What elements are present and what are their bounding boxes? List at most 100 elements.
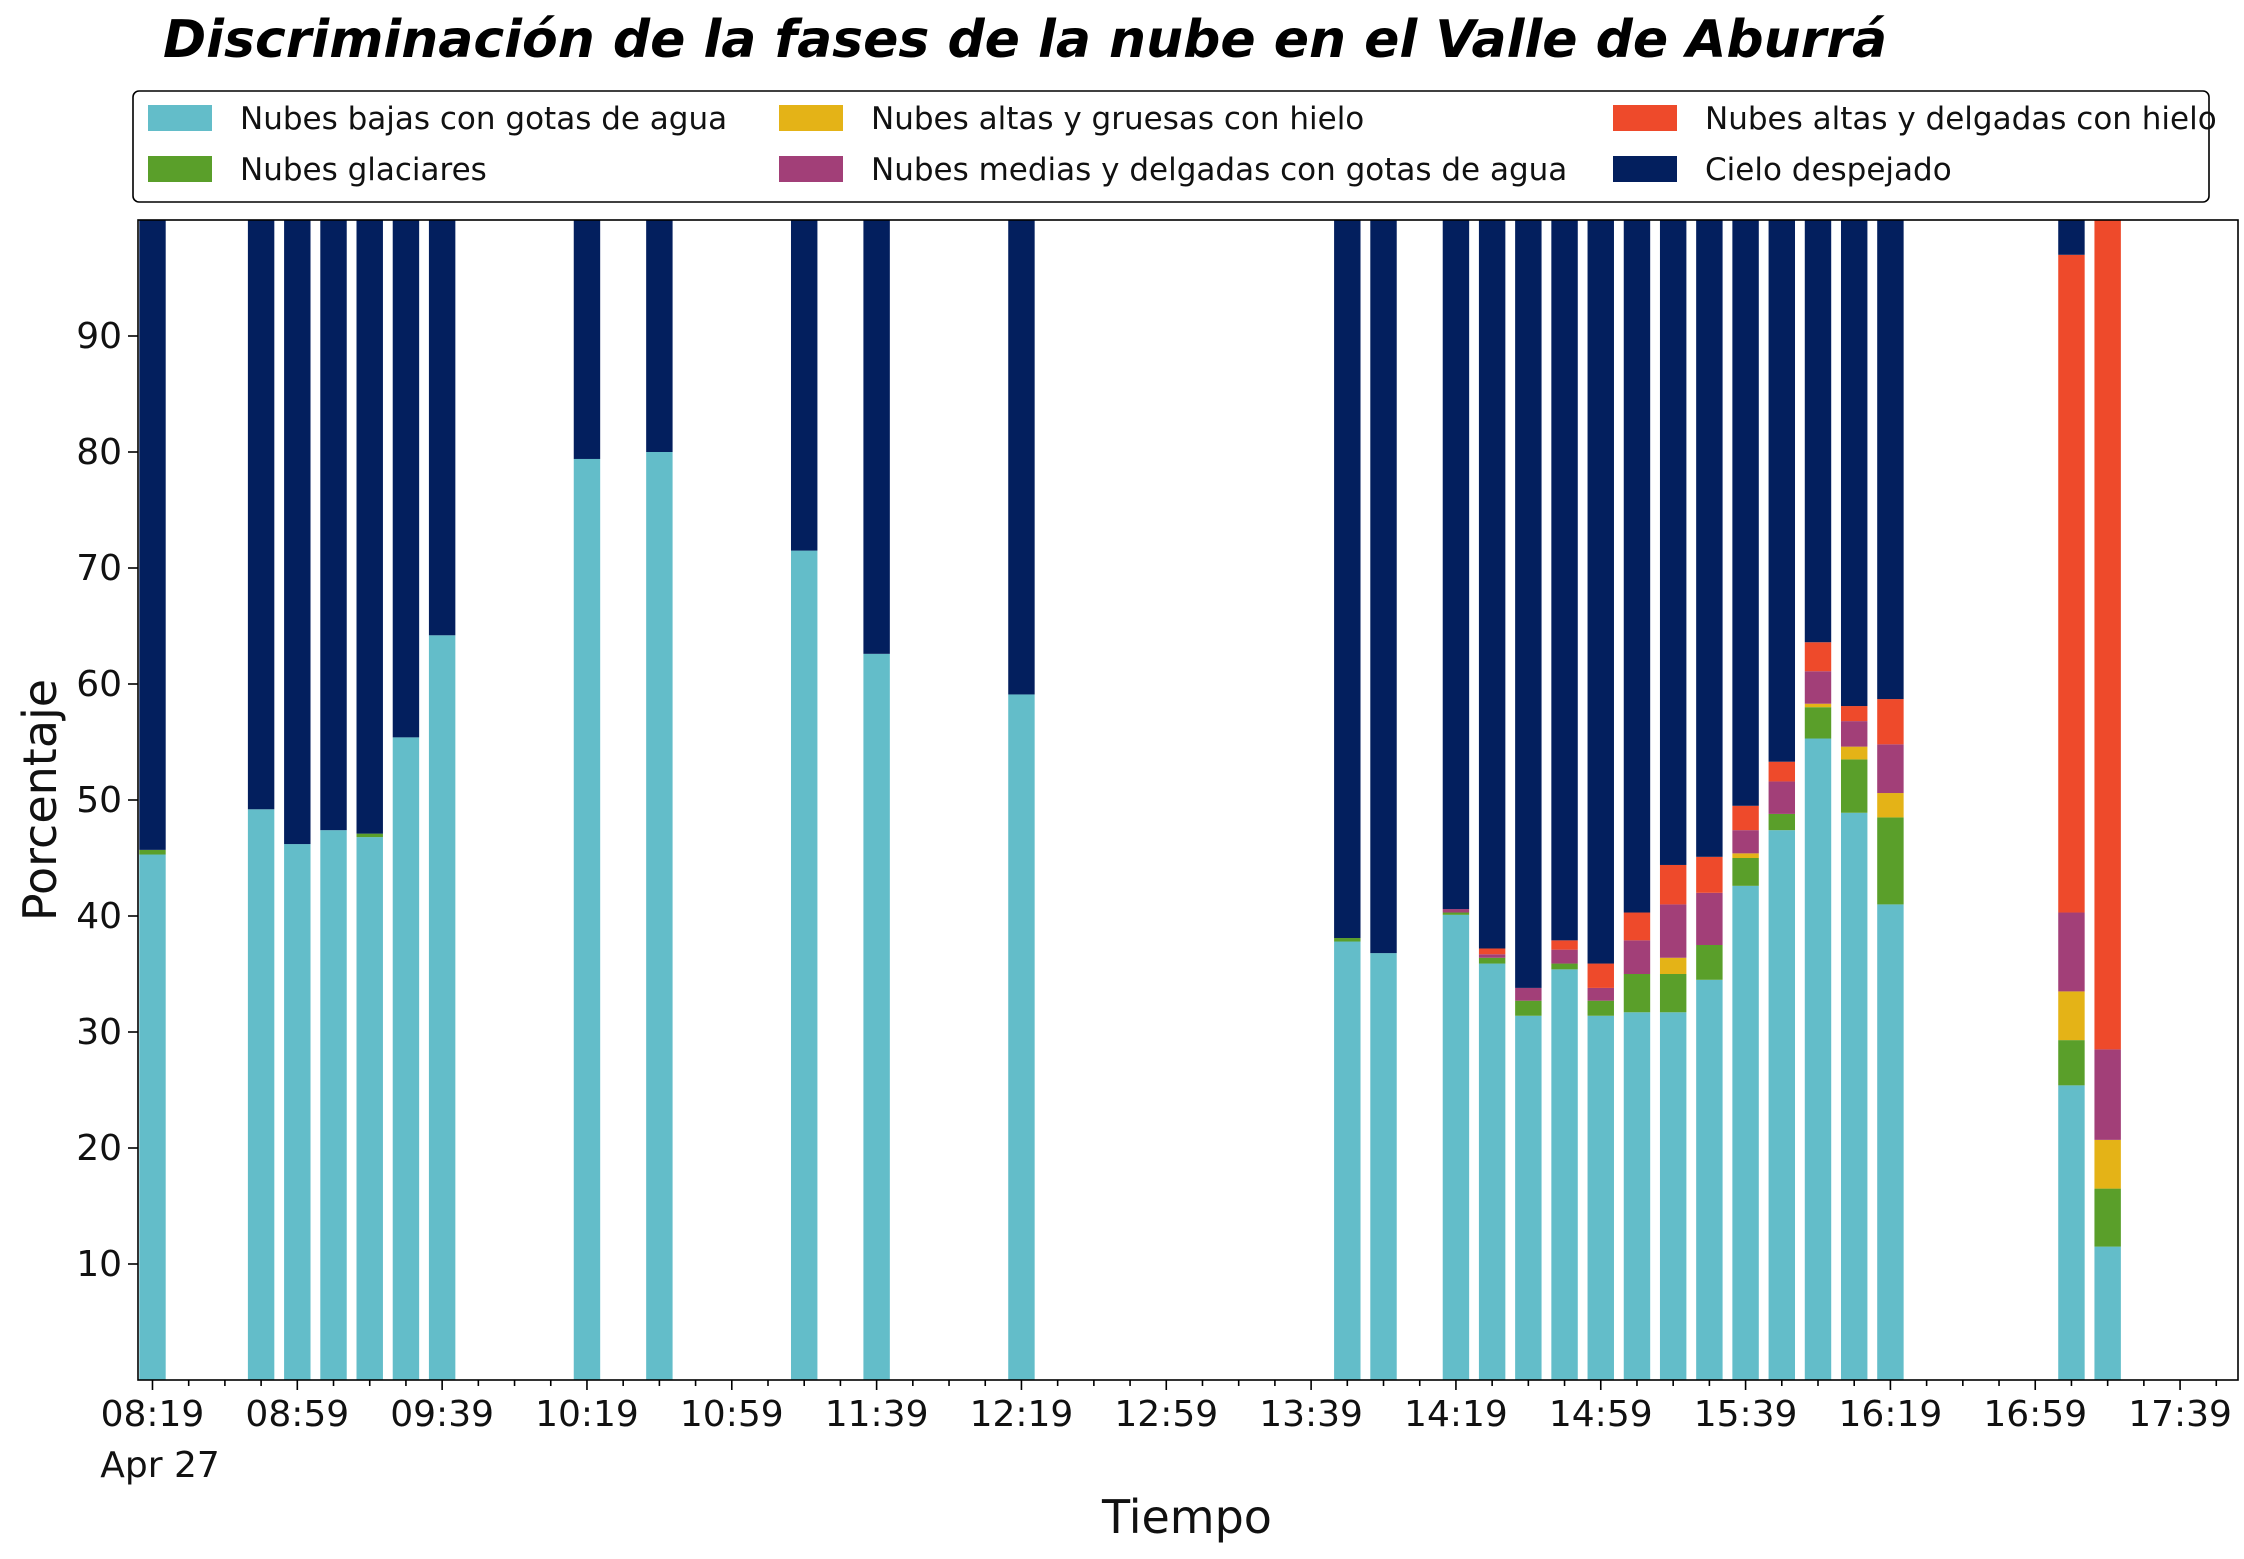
legend-swatch: [779, 105, 843, 131]
bar-stack-1549: [1768, 220, 1796, 1380]
bar-nubes-glaciares: [1515, 1000, 1542, 1016]
x-tick-label: 13:39: [1259, 1394, 1363, 1435]
y-tick-label: 10: [76, 1244, 122, 1285]
bar-nubes-altas-y-delgadas-con-hielo: [1587, 963, 1614, 988]
bar-nubes-bajas-con-gotas-de-agua: [1334, 941, 1361, 1380]
y-tick-label: 40: [76, 896, 122, 937]
bar-nubes-medias-y-delgadas-con-gotas-de-agua: [1623, 940, 1651, 974]
bar-nubes-bajas-con-gotas-de-agua: [1804, 738, 1832, 1380]
bar-cielo-despejado: [2058, 220, 2085, 255]
bar-nubes-bajas-con-gotas-de-agua: [2058, 1085, 2085, 1380]
bar-nubes-glaciares: [139, 849, 166, 855]
bar-nubes-glaciares: [1804, 707, 1832, 739]
bar-nubes-bajas-con-gotas-de-agua: [1840, 812, 1868, 1380]
bar-nubes-glaciares: [1696, 945, 1723, 980]
y-tick-label: 30: [76, 1012, 122, 1053]
bar-nubes-bajas-con-gotas-de-agua: [356, 837, 383, 1380]
bar-nubes-altas-y-gruesas-con-hielo: [1732, 853, 1759, 858]
bar-nubes-altas-y-delgadas-con-hielo: [1840, 706, 1868, 722]
bar-nubes-altas-y-gruesas-con-hielo: [2058, 991, 2085, 1041]
bar-nubes-altas-y-delgadas-con-hielo: [2094, 220, 2121, 1050]
bar-cielo-despejado: [1008, 220, 1035, 695]
bar-nubes-bajas-con-gotas-de-agua: [1008, 694, 1035, 1380]
bar-nubes-glaciares: [1877, 817, 1904, 905]
bar-nubes-altas-y-delgadas-con-hielo: [1804, 642, 1832, 672]
bar-cielo-despejado: [1768, 220, 1796, 762]
bar-nubes-medias-y-delgadas-con-gotas-de-agua: [2094, 1049, 2121, 1140]
bar-stack-0819: [139, 220, 166, 1380]
y-tick-label: 80: [76, 432, 122, 473]
y-tick-label: 90: [76, 316, 122, 357]
bar-stack-1419: [1442, 220, 1470, 1380]
bar-nubes-bajas-con-gotas-de-agua: [428, 635, 456, 1380]
bar-nubes-bajas-con-gotas-de-agua: [1877, 904, 1904, 1380]
bar-nubes-medias-y-delgadas-con-gotas-de-agua: [1732, 830, 1759, 854]
bar-nubes-glaciares: [1551, 963, 1578, 970]
x-tick-label: 17:39: [2128, 1394, 2232, 1435]
bar-nubes-bajas-con-gotas-de-agua: [247, 809, 275, 1380]
x-axis: 08:19 08:59 09:39 10:19 10:59 11:39 12:19 12:59…: [101, 1380, 2232, 1435]
bar-nubes-medias-y-delgadas-con-gotas-de-agua: [1877, 744, 1904, 794]
bar-stack-1709: [2058, 220, 2085, 1380]
bar-stack-1019: [573, 220, 601, 1381]
bar-nubes-medias-y-delgadas-con-gotas-de-agua: [1515, 987, 1542, 1001]
bar-nubes-bajas-con-gotas-de-agua: [863, 653, 890, 1380]
bar-nubes-altas-y-delgadas-con-hielo: [1768, 761, 1796, 782]
bar-stack-1349: [1334, 220, 1361, 1380]
bar-nubes-medias-y-delgadas-con-gotas-de-agua: [1551, 949, 1578, 964]
bar-stack-1219: [1008, 220, 1035, 1380]
bar-nubes-bajas-con-gotas-de-agua: [573, 458, 601, 1381]
bar-nubes-bajas-con-gotas-de-agua: [392, 737, 420, 1380]
bar-nubes-glaciares: [1587, 1000, 1614, 1016]
bar-nubes-altas-y-gruesas-con-hielo: [1659, 957, 1687, 974]
bar-nubes-bajas-con-gotas-de-agua: [284, 844, 311, 1380]
bar-cielo-despejado: [1623, 220, 1651, 913]
bar-nubes-medias-y-delgadas-con-gotas-de-agua: [1659, 904, 1687, 958]
bar-stack-1359: [1370, 220, 1397, 1380]
bar-cielo-despejado: [428, 220, 456, 636]
bar-stack-0939: [428, 220, 456, 1380]
legend-swatch: [1613, 156, 1677, 182]
bar-cielo-despejado: [284, 220, 311, 845]
bar-nubes-altas-y-delgadas-con-hielo: [1551, 940, 1578, 950]
bar-nubes-medias-y-delgadas-con-gotas-de-agua: [1478, 954, 1506, 958]
bar-stack-1439: [1515, 220, 1542, 1380]
bar-nubes-bajas-con-gotas-de-agua: [1587, 1015, 1614, 1380]
bar-nubes-glaciares: [356, 833, 383, 838]
x-tick-label: 15:39: [1694, 1394, 1798, 1435]
bar-cielo-despejado: [1659, 220, 1687, 865]
legend: Nubes bajas con gotas de agua Nubes glaci…: [132, 90, 2217, 203]
y-axis-label: Porcentaje: [13, 679, 67, 921]
bar-nubes-altas-y-gruesas-con-hielo: [2094, 1139, 2121, 1189]
bar-cielo-despejado: [1478, 220, 1506, 949]
bar-nubes-medias-y-delgadas-con-gotas-de-agua: [1768, 781, 1796, 814]
bar-nubes-bajas-con-gotas-de-agua: [1696, 979, 1723, 1380]
bar-nubes-bajas-con-gotas-de-agua: [1551, 969, 1578, 1380]
bar-cielo-despejado: [573, 220, 601, 459]
bar-nubes-bajas-con-gotas-de-agua: [1659, 1012, 1687, 1380]
bar-stack-1509: [1623, 220, 1651, 1380]
legend-label: Nubes bajas con gotas de agua: [240, 101, 727, 137]
x-tick-label: 14:59: [1549, 1394, 1653, 1435]
bar-cielo-despejado: [392, 220, 420, 738]
legend-label: Nubes glaciares: [240, 152, 487, 188]
bar-nubes-medias-y-delgadas-con-gotas-de-agua: [1696, 892, 1723, 945]
x-tick-label: 16:59: [1983, 1394, 2087, 1435]
bar-stack-1529: [1696, 220, 1723, 1380]
y-axis: 10 20 30 40 50 60 70 80 90: [76, 316, 138, 1285]
bar-nubes-bajas-con-gotas-de-agua: [1732, 885, 1759, 1380]
legend-item-cielo-despejado: Cielo despejado: [1613, 152, 1952, 188]
bar-nubes-medias-y-delgadas-con-gotas-de-agua: [1840, 721, 1868, 747]
bar-cielo-despejado: [356, 220, 383, 834]
x-tick-label: 08:59: [245, 1394, 349, 1435]
x-tick-label: 12:19: [970, 1394, 1074, 1435]
bar-stack-0859: [284, 220, 311, 1380]
bar-nubes-glaciares: [1623, 974, 1651, 1013]
bar-stack-1559: [1804, 220, 1832, 1380]
bar-cielo-despejado: [320, 220, 347, 831]
bar-cielo-despejado: [1732, 220, 1759, 806]
legend-item-nubes-glaciares: Nubes glaciares: [148, 152, 487, 188]
x-tick-label: 10:59: [680, 1394, 784, 1435]
bar-nubes-glaciares: [1659, 974, 1687, 1013]
bar-cielo-despejado: [1334, 220, 1361, 939]
